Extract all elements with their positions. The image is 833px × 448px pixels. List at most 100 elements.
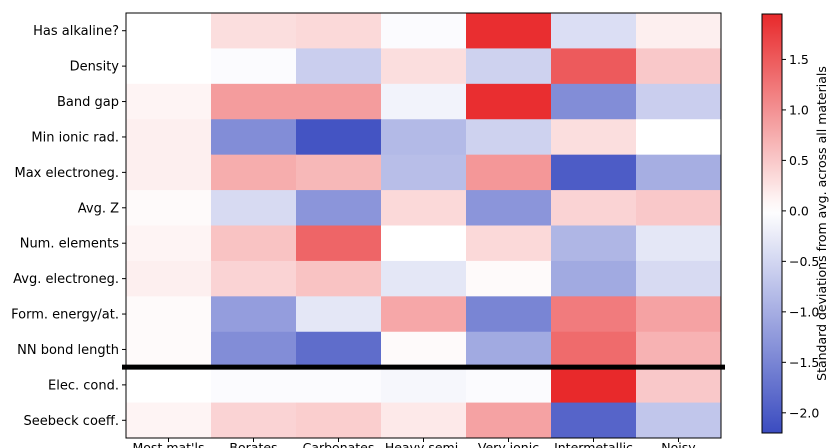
heatmap-cell bbox=[211, 190, 297, 226]
heatmap-cell bbox=[381, 83, 467, 120]
heatmap-cell bbox=[211, 13, 297, 49]
heatmap-cell bbox=[126, 13, 212, 49]
colorbar-tick-label: −1.0 bbox=[789, 304, 819, 319]
heatmap-cell bbox=[551, 83, 637, 120]
heatmap-cell bbox=[636, 119, 722, 156]
heatmap-cell bbox=[636, 331, 722, 368]
colorbar-tick-label: 1.5 bbox=[789, 52, 809, 67]
heatmap-cell bbox=[381, 260, 467, 297]
heatmap-cell bbox=[211, 296, 297, 333]
column-label: Noisy bbox=[661, 440, 696, 448]
heatmap-cell bbox=[296, 402, 382, 439]
heatmap-cell bbox=[636, 13, 722, 49]
heatmap-cell bbox=[296, 331, 382, 368]
colorbar-tick-label: 1.0 bbox=[789, 102, 809, 117]
heatmap-cell bbox=[466, 48, 552, 85]
heatmap-cell bbox=[551, 48, 637, 85]
row-label: Density bbox=[70, 60, 120, 75]
heatmap-cell bbox=[381, 296, 467, 333]
heatmap-cell bbox=[636, 48, 722, 85]
heatmap-cell bbox=[126, 119, 212, 156]
heatmap-cell bbox=[466, 331, 552, 368]
heatmap-cell bbox=[551, 260, 637, 297]
heatmap-cell bbox=[211, 48, 297, 85]
column-label: Borates bbox=[229, 440, 277, 448]
heatmap-cell bbox=[381, 13, 467, 49]
heatmap-cell bbox=[636, 367, 722, 404]
heatmap-cell bbox=[636, 260, 722, 297]
heatmap-cell bbox=[636, 225, 722, 262]
heatmap-cell bbox=[636, 402, 722, 439]
heatmap-cell bbox=[211, 402, 297, 439]
heatmap-cell bbox=[126, 260, 212, 297]
row-labels: Has alkaline? Density Band gap Min ionic ra… bbox=[11, 24, 126, 429]
heatmap-cell bbox=[126, 83, 212, 120]
heatmap-cell bbox=[551, 296, 637, 333]
heatmap-cell bbox=[296, 119, 382, 156]
heatmap-cell bbox=[126, 296, 212, 333]
colorbar-tick-label: −0.5 bbox=[789, 254, 819, 269]
colorbar: 1.5 1.0 0.5 0.0 −0.5 −1.0 −1.5 −2.0 Standard dev… bbox=[761, 13, 829, 434]
heatmap-cell bbox=[466, 13, 552, 49]
heatmap-cell bbox=[466, 402, 552, 439]
heatmap-cell bbox=[126, 154, 212, 191]
heatmap-cell bbox=[466, 154, 552, 191]
row-label: Max electroneg. bbox=[15, 166, 120, 181]
heatmap-cell bbox=[636, 154, 722, 191]
heatmap-cell bbox=[381, 190, 467, 226]
heatmap-cell bbox=[466, 83, 552, 120]
colorbar-gradient bbox=[761, 13, 783, 434]
colorbar-tick-label: 0.0 bbox=[789, 203, 809, 218]
heatmap-cell bbox=[466, 296, 552, 333]
heatmap-cell bbox=[466, 367, 552, 404]
row-label: NN bond length bbox=[17, 343, 119, 358]
heatmap-cell bbox=[296, 154, 382, 191]
heatmap-cell bbox=[296, 48, 382, 85]
heatmap-cell bbox=[211, 119, 297, 156]
heatmap-cell bbox=[126, 402, 212, 439]
row-label: Elec. cond. bbox=[48, 378, 119, 393]
heatmap-cell bbox=[296, 260, 382, 297]
heatmap-cell bbox=[466, 190, 552, 226]
column-label: Very ionic bbox=[478, 440, 539, 448]
heatmap-cell bbox=[466, 225, 552, 262]
heatmap-cell bbox=[296, 190, 382, 226]
heatmap-cell bbox=[381, 402, 467, 439]
column-labels: Most mat'ls(cyan)Borates(yellow)Carbonat… bbox=[133, 438, 696, 448]
heatmap-cell bbox=[466, 119, 552, 156]
row-label: Avg. Z bbox=[78, 201, 119, 216]
heatmap-cell bbox=[381, 119, 467, 156]
colorbar-tick-label: −2.0 bbox=[789, 405, 819, 420]
heatmap-cell bbox=[551, 331, 637, 368]
heatmap-cell bbox=[551, 367, 637, 404]
row-label: Band gap bbox=[57, 95, 119, 110]
colorbar-tick-label: −1.5 bbox=[789, 355, 819, 370]
heatmap-cell bbox=[211, 83, 297, 120]
heatmap-cell bbox=[211, 225, 297, 262]
column-label: Intermetallic bbox=[554, 440, 633, 448]
heatmap-cell bbox=[296, 296, 382, 333]
heatmap-cell bbox=[381, 367, 467, 404]
heatmap-cell bbox=[126, 190, 212, 226]
row-label: Avg. electroneg. bbox=[13, 272, 119, 287]
row-label: Seebeck coeff. bbox=[24, 414, 120, 429]
heatmap-cell bbox=[466, 260, 552, 297]
heatmap-cells bbox=[122, 12, 725, 439]
colorbar-label: Standard deviations from avg. across all… bbox=[814, 66, 829, 381]
column-label: Heavy semi. bbox=[385, 440, 462, 448]
column-label: Carbonates bbox=[303, 440, 375, 448]
heatmap-cell bbox=[381, 331, 467, 368]
heatmap-cell bbox=[636, 296, 722, 333]
heatmap-cell bbox=[551, 190, 637, 226]
heatmap-cell bbox=[211, 260, 297, 297]
heatmap-cell bbox=[551, 119, 637, 156]
heatmap-cell bbox=[296, 83, 382, 120]
heatmap-cell bbox=[296, 367, 382, 404]
heatmap-cell bbox=[296, 13, 382, 49]
heatmap-cell bbox=[551, 154, 637, 191]
heatmap-cell bbox=[636, 83, 722, 120]
row-label: Has alkaline? bbox=[33, 24, 119, 39]
heatmap-cell bbox=[551, 13, 637, 49]
heatmap-cell bbox=[296, 225, 382, 262]
heatmap-cell bbox=[381, 154, 467, 191]
